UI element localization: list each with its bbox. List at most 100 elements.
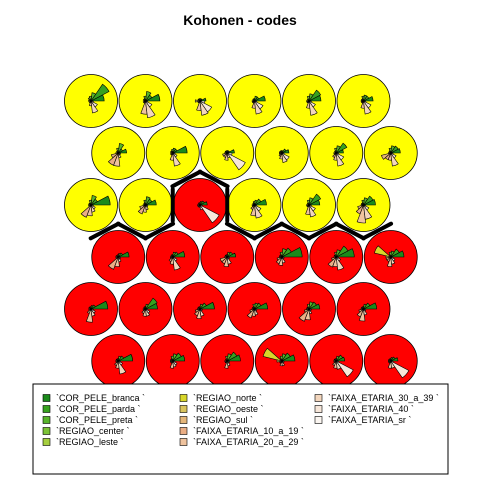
- segment-4: [88, 199, 92, 206]
- segment-13: [363, 308, 367, 311]
- segment-12: [281, 152, 290, 161]
- segment-3: [145, 303, 149, 310]
- segment-3: [363, 303, 367, 310]
- som-unit: [254, 334, 309, 388]
- segment-13: [145, 308, 149, 311]
- segment-4: [361, 199, 365, 206]
- segment-2: [308, 89, 322, 102]
- segment-9: [298, 308, 310, 322]
- segment-3: [117, 355, 122, 362]
- cluster-boundary: [88, 169, 394, 241]
- segment-13: [308, 308, 312, 311]
- segment-9: [137, 204, 146, 215]
- boundary-segment: [224, 221, 257, 241]
- segment-4: [143, 95, 147, 102]
- som-unit: [309, 126, 364, 180]
- segment-10: [85, 308, 93, 323]
- segment-2: [281, 247, 292, 258]
- som-unit: [227, 282, 282, 336]
- segment-13: [336, 256, 339, 259]
- segment-13: [172, 256, 176, 259]
- segment-4: [116, 147, 120, 154]
- legend-swatch: [314, 394, 323, 402]
- segment-4: [170, 355, 174, 362]
- som-unit: [91, 334, 146, 388]
- segment-12: [308, 100, 316, 108]
- segment-11: [172, 256, 181, 271]
- segment-13: [336, 152, 339, 155]
- segment-4: [388, 251, 392, 258]
- som-unit: [282, 282, 336, 336]
- segment-3: [335, 355, 340, 362]
- segment-9: [246, 308, 255, 319]
- segment-2: [363, 302, 371, 310]
- segment-2: [363, 195, 374, 206]
- segment-13: [90, 100, 94, 103]
- chart-title: Kohonen - codes: [183, 12, 297, 28]
- segment-11: [335, 256, 345, 271]
- som-unit: [64, 74, 118, 128]
- segment-2: [336, 142, 348, 154]
- segment-13: [390, 256, 394, 259]
- segment-13: [363, 204, 367, 207]
- segment-7: [276, 359, 282, 363]
- segment-3: [308, 93, 314, 102]
- segment-8: [381, 152, 391, 160]
- segment-11: [254, 100, 263, 115]
- som-grid: [64, 74, 418, 388]
- legend-swatch: [42, 427, 51, 435]
- segment-13: [227, 152, 233, 156]
- segment-13: [172, 360, 176, 363]
- som-unit: [254, 126, 309, 180]
- som-unit: [91, 230, 146, 284]
- segment-13: [90, 204, 94, 207]
- segment-11: [390, 152, 399, 167]
- segment-11: [363, 100, 372, 115]
- segment-4: [334, 251, 338, 258]
- legend-label: `COR_PELE_branca `: [56, 393, 145, 403]
- segment-13: [199, 204, 203, 207]
- segment-13: [199, 100, 206, 104]
- som-unit: [200, 334, 255, 388]
- legend-swatch: [179, 394, 188, 402]
- segment-2: [118, 355, 124, 362]
- segment-2: [281, 148, 287, 154]
- segment-6: [262, 347, 282, 362]
- segment-12: [90, 308, 96, 314]
- segment-3: [172, 251, 176, 258]
- segment-13: [363, 100, 367, 103]
- segment-2: [308, 193, 322, 206]
- segment-12: [336, 360, 354, 378]
- boundary-segment: [170, 169, 203, 189]
- segment-11: [308, 100, 318, 116]
- segment-3: [281, 248, 287, 258]
- segment-3: [145, 196, 151, 206]
- segment-2: [254, 302, 262, 310]
- segment-3: [335, 145, 341, 154]
- segment-12: [118, 360, 123, 366]
- segment-13: [90, 308, 94, 311]
- legend-swatch: [42, 416, 51, 424]
- segment-4: [143, 199, 147, 206]
- segment-2: [118, 252, 123, 258]
- segment-12: [145, 100, 153, 108]
- legend-label: `FAIXA_ETARIA_20_a_29 `: [193, 437, 304, 447]
- segment-2: [390, 356, 396, 362]
- som-unit: [363, 334, 418, 388]
- som-unit: [309, 230, 364, 284]
- som-unit: [254, 230, 309, 284]
- segment-13: [336, 360, 339, 363]
- som-unit: [173, 74, 227, 128]
- segment-2: [227, 251, 233, 258]
- boundary-segment: [306, 221, 339, 241]
- som-unit: [336, 282, 391, 336]
- segment-2: [172, 251, 179, 258]
- segment-3: [226, 251, 231, 258]
- som-unit: [118, 178, 173, 232]
- segment-12: [90, 204, 96, 210]
- segment-2: [281, 352, 291, 362]
- segment-12: [145, 308, 151, 314]
- som-unit: [336, 74, 391, 128]
- segment-4: [334, 147, 338, 154]
